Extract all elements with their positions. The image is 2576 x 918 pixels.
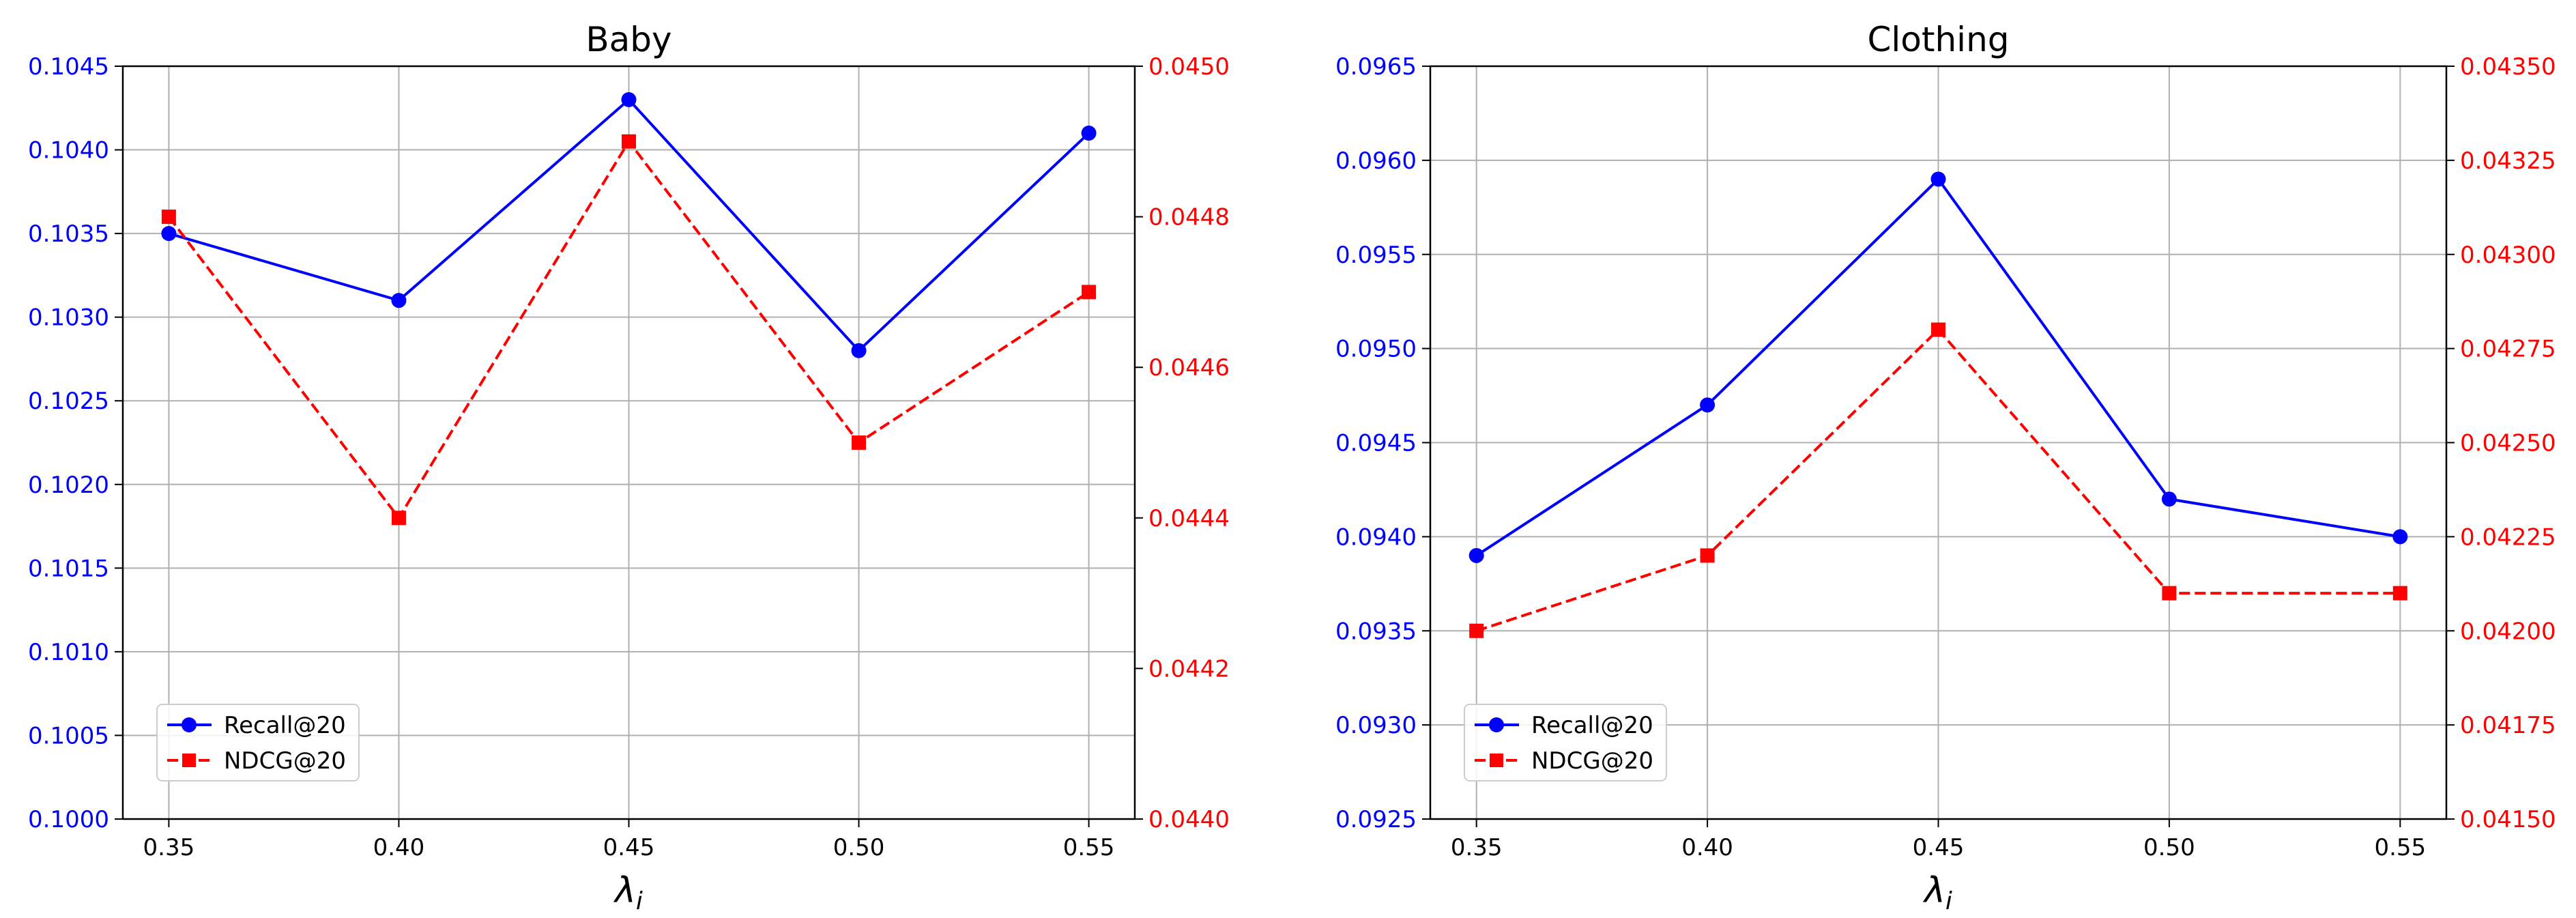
x-tick-label: 0.50: [833, 834, 885, 861]
data-point: [161, 210, 176, 225]
data-point: [2162, 586, 2177, 601]
data-point: [391, 511, 406, 526]
y-right-tick-label: 0.04150: [2460, 806, 2556, 833]
x-axis-label: λi: [1922, 870, 1952, 915]
data-point: [1930, 171, 1946, 187]
x-tick-label: 0.40: [1681, 834, 1733, 861]
legend-label: NDCG@20: [224, 747, 346, 775]
data-point: [2392, 586, 2407, 601]
data-point: [391, 293, 407, 309]
chart-title: Baby: [585, 20, 671, 59]
y-left-tick-label: 0.0935: [1335, 618, 1417, 645]
y-left-tick-label: 0.1035: [28, 220, 109, 248]
y-right-tick-label: 0.04300: [2460, 242, 2556, 269]
y-left-tick-label: 0.0950: [1335, 336, 1417, 363]
data-point: [2161, 491, 2177, 507]
y-right-tick-label: 0.0448: [1148, 204, 1230, 231]
x-tick-label: 0.35: [143, 834, 195, 861]
x-tick-label: 0.55: [2374, 834, 2426, 861]
y-left-tick-label: 0.1040: [28, 137, 109, 164]
y-right-tick-label: 0.04325: [2460, 147, 2556, 175]
y-left-tick-label: 0.0930: [1335, 712, 1417, 739]
data-point: [1082, 285, 1097, 300]
data-point: [1469, 623, 1484, 638]
y-left-tick-label: 0.0965: [1335, 53, 1417, 81]
y-left-tick-label: 0.0960: [1335, 147, 1417, 175]
x-axis-label: λi: [613, 870, 643, 915]
data-point: [161, 226, 177, 242]
y-left-tick-label: 0.1005: [28, 722, 109, 749]
data-point: [1081, 126, 1097, 141]
y-left-tick-label: 0.1020: [28, 472, 109, 499]
y-right-tick-label: 0.04275: [2460, 336, 2556, 363]
y-right-tick-label: 0.04350: [2460, 53, 2556, 81]
y-left-tick-label: 0.0940: [1335, 523, 1417, 551]
data-point: [1700, 397, 1716, 413]
y-left-tick-label: 0.0955: [1335, 242, 1417, 269]
data-point: [2392, 529, 2408, 545]
data-point: [851, 343, 867, 358]
x-tick-label: 0.55: [1063, 834, 1115, 861]
y-right-tick-label: 0.0446: [1148, 354, 1230, 382]
y-right-tick-label: 0.0444: [1148, 505, 1230, 532]
legend-label: Recall@20: [1531, 712, 1653, 739]
y-right-tick-label: 0.0450: [1148, 53, 1230, 81]
data-point: [852, 435, 867, 450]
legend-marker: [182, 717, 197, 732]
chart-title: Clothing: [1867, 20, 2009, 59]
data-point: [1468, 547, 1484, 563]
legend-label: Recall@20: [224, 712, 346, 739]
x-tick-label: 0.40: [373, 834, 425, 861]
y-left-tick-label: 0.1010: [28, 639, 109, 666]
data-point: [1700, 548, 1715, 563]
y-right-tick-label: 0.04250: [2460, 430, 2556, 457]
legend-marker: [1489, 717, 1504, 732]
data-point: [622, 134, 636, 149]
chart-0: Baby 0.35 0.40 0.45 0.50 0.55 λi 0.1000 0.1005 0.…: [28, 20, 1230, 915]
y-left-tick-label: 0.1045: [28, 53, 109, 81]
legend: Recall@20 NDCG@20: [1464, 704, 1667, 781]
x-tick-label: 0.35: [1451, 834, 1503, 861]
x-tick-label: 0.45: [1913, 834, 1965, 861]
y-right-tick-label: 0.04200: [2460, 618, 2556, 645]
chart-1: Clothing 0.35 0.40 0.45 0.50 0.55 λi 0.0925 0.09…: [1335, 20, 2556, 915]
legend: Recall@20 NDCG@20: [156, 704, 360, 781]
data-point: [621, 92, 637, 108]
y-left-tick-label: 0.0925: [1335, 806, 1417, 833]
y-right-tick-label: 0.0440: [1148, 806, 1230, 833]
data-point: [1931, 322, 1945, 337]
x-tick-label: 0.45: [603, 834, 655, 861]
legend-label: NDCG@20: [1531, 747, 1653, 775]
y-right-tick-label: 0.04225: [2460, 523, 2556, 551]
legend-marker: [1490, 754, 1503, 767]
x-tick-label: 0.50: [2143, 834, 2195, 861]
legend-marker: [182, 754, 196, 767]
y-right-tick-label: 0.0442: [1148, 655, 1230, 683]
y-left-tick-label: 0.1030: [28, 304, 109, 332]
y-left-tick-label: 0.1015: [28, 555, 109, 582]
y-left-tick-label: 0.0945: [1335, 430, 1417, 457]
y-left-tick-label: 0.1025: [28, 388, 109, 415]
y-left-tick-label: 0.1000: [28, 806, 109, 833]
y-right-tick-label: 0.04175: [2460, 712, 2556, 739]
